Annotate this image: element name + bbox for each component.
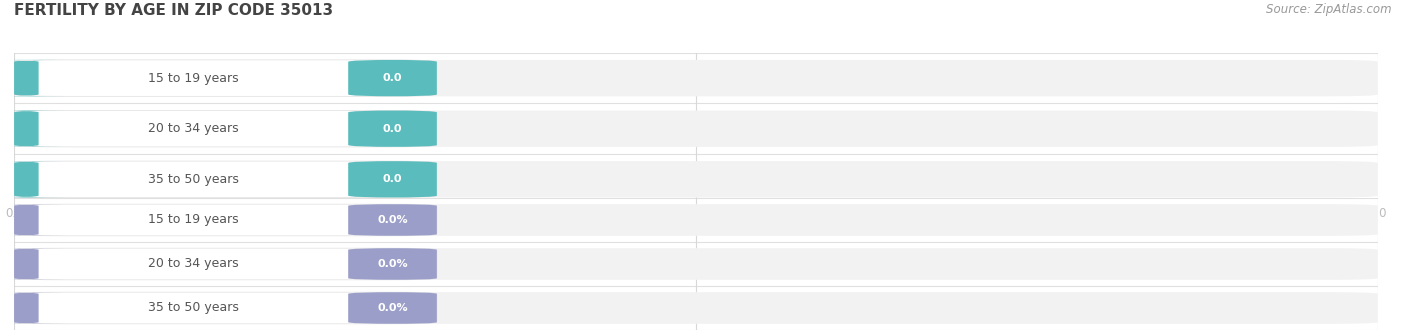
- Text: 0.0%: 0.0%: [377, 215, 408, 225]
- FancyBboxPatch shape: [0, 111, 66, 147]
- FancyBboxPatch shape: [14, 60, 437, 96]
- FancyBboxPatch shape: [0, 60, 66, 96]
- Text: 0.0%: 0.0%: [377, 303, 408, 313]
- FancyBboxPatch shape: [14, 204, 1378, 236]
- FancyBboxPatch shape: [0, 292, 66, 324]
- Text: 35 to 50 years: 35 to 50 years: [148, 173, 239, 186]
- Text: 0.0: 0.0: [382, 73, 402, 83]
- Text: 0.0: 0.0: [382, 174, 402, 184]
- Text: FERTILITY BY AGE IN ZIP CODE 35013: FERTILITY BY AGE IN ZIP CODE 35013: [14, 3, 333, 18]
- Text: 20 to 34 years: 20 to 34 years: [148, 257, 239, 271]
- FancyBboxPatch shape: [14, 161, 1378, 198]
- FancyBboxPatch shape: [14, 161, 437, 198]
- Text: 15 to 19 years: 15 to 19 years: [148, 214, 239, 226]
- FancyBboxPatch shape: [349, 60, 437, 96]
- FancyBboxPatch shape: [349, 161, 437, 198]
- FancyBboxPatch shape: [349, 248, 437, 280]
- FancyBboxPatch shape: [0, 204, 66, 236]
- FancyBboxPatch shape: [14, 292, 437, 324]
- FancyBboxPatch shape: [349, 292, 437, 324]
- Text: 35 to 50 years: 35 to 50 years: [148, 302, 239, 314]
- FancyBboxPatch shape: [0, 161, 66, 198]
- Text: 0.0: 0.0: [382, 124, 402, 134]
- Text: 0.0%: 0.0%: [377, 259, 408, 269]
- Text: 20 to 34 years: 20 to 34 years: [148, 122, 239, 135]
- FancyBboxPatch shape: [14, 111, 1378, 147]
- FancyBboxPatch shape: [0, 248, 66, 280]
- FancyBboxPatch shape: [349, 111, 437, 147]
- FancyBboxPatch shape: [14, 292, 1378, 324]
- FancyBboxPatch shape: [349, 204, 437, 236]
- Text: 15 to 19 years: 15 to 19 years: [148, 72, 239, 84]
- Text: Source: ZipAtlas.com: Source: ZipAtlas.com: [1267, 3, 1392, 16]
- FancyBboxPatch shape: [14, 60, 1378, 96]
- FancyBboxPatch shape: [14, 248, 1378, 280]
- FancyBboxPatch shape: [14, 248, 437, 280]
- FancyBboxPatch shape: [14, 204, 437, 236]
- FancyBboxPatch shape: [14, 111, 437, 147]
